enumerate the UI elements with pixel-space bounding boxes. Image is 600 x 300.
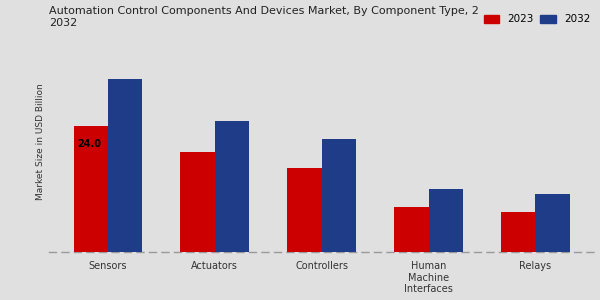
Bar (394, 207, 428, 251)
Bar (428, 189, 463, 251)
Bar (181, 152, 215, 251)
Bar (287, 168, 322, 251)
Text: 24.0: 24.0 (77, 139, 101, 149)
Bar (108, 79, 142, 251)
Bar (215, 121, 249, 251)
Bar (501, 212, 535, 251)
Y-axis label: Market Size in USD Billion: Market Size in USD Billion (35, 83, 44, 200)
Text: Automation Control Components And Devices Market, By Component Type, 2
2032: Automation Control Components And Device… (49, 6, 479, 28)
Legend: 2023, 2032: 2023, 2032 (479, 10, 595, 29)
Bar (74, 126, 108, 251)
Bar (535, 194, 569, 251)
Bar (322, 139, 356, 251)
